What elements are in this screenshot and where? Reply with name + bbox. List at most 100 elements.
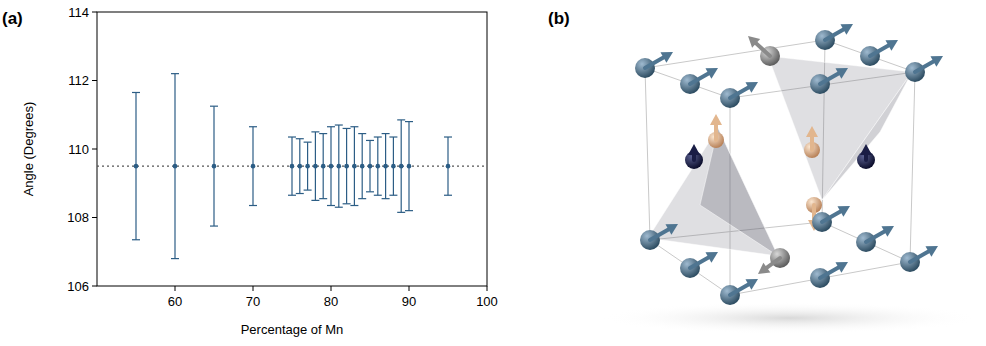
error-bar-group: [249, 127, 257, 206]
error-cap: [319, 133, 327, 134]
error-cap: [350, 205, 358, 206]
data-point: [313, 164, 318, 169]
spin-arrow-head: [660, 52, 673, 63]
y-tick-label: 112: [68, 73, 89, 88]
error-cap: [444, 136, 452, 137]
tetrahedron-face: [648, 128, 778, 256]
error-cap: [382, 198, 390, 199]
y-tick: [92, 12, 97, 13]
x-tick: [487, 286, 488, 291]
error-cap: [132, 92, 140, 93]
data-point: [391, 164, 396, 169]
cube-edge: [822, 222, 910, 262]
plot-marks: [97, 74, 487, 259]
data-point: [337, 164, 342, 169]
x-tick-label: 60: [168, 294, 182, 309]
spin-arrow-head: [925, 246, 938, 257]
data-point: [134, 164, 139, 169]
y-tick: [92, 80, 97, 81]
tetrahedron-face: [700, 128, 778, 256]
data-point: [399, 164, 404, 169]
y-tick-label: 108: [67, 210, 89, 225]
data-point: [251, 164, 256, 169]
spin-arrow-head: [745, 82, 758, 93]
error-cap: [374, 195, 382, 196]
tetrahedron-face: [768, 56, 912, 200]
spin-arrow-head: [705, 68, 718, 79]
error-bar-group: [210, 106, 218, 226]
spin-arrow: [866, 230, 887, 242]
error-cap: [389, 136, 397, 137]
error-cap: [311, 131, 319, 132]
error-cap: [374, 136, 382, 137]
y-tick-label: 110: [68, 142, 89, 157]
data-point: [344, 164, 349, 169]
error-bar-group: [343, 128, 351, 203]
error-cap: [405, 210, 413, 211]
spin-arrow: [690, 256, 711, 268]
error-cap: [389, 195, 397, 196]
error-bar-group: [405, 122, 413, 211]
spin-arrow: [820, 266, 841, 278]
error-cap: [327, 205, 335, 206]
panel-label: (b): [548, 9, 570, 28]
tetrahedron-face: [822, 72, 912, 200]
spin-arrow-head: [748, 36, 760, 48]
spin-arrow: [754, 41, 770, 56]
spin-arrow-head: [885, 40, 898, 51]
error-bar-group: [327, 127, 335, 206]
y-tick: [92, 286, 97, 287]
crystal-diagram: [600, 24, 980, 334]
spin-arrow: [870, 44, 891, 56]
spin-arrow: [825, 28, 846, 40]
error-cap: [405, 121, 413, 122]
error-cap: [249, 126, 257, 127]
x-tick: [253, 286, 254, 291]
cube-edge: [645, 68, 730, 98]
cube-edge: [650, 240, 730, 295]
spin-arrow-head: [665, 224, 678, 235]
error-bar-group: [382, 134, 390, 199]
x-tick: [331, 286, 332, 291]
plot-frame: [97, 12, 487, 286]
x-tick-label: 90: [402, 294, 416, 309]
data-point: [173, 164, 178, 169]
data-point: [212, 164, 217, 169]
cube-edge: [645, 68, 650, 240]
error-cap: [319, 198, 327, 199]
y-tick-label: 106: [67, 279, 89, 294]
spin-arrow: [650, 228, 671, 240]
spin-arrow: [915, 60, 936, 72]
error-bar-group: [444, 137, 452, 195]
data-point: [376, 164, 381, 169]
error-cap: [335, 207, 343, 208]
spin-arrow: [645, 56, 666, 68]
y-tick-label: 114: [68, 5, 89, 20]
cube-edge: [730, 262, 910, 295]
error-cap: [288, 195, 296, 196]
spin-arrow-head: [881, 226, 894, 237]
error-cap: [296, 193, 304, 194]
error-cap: [171, 73, 179, 74]
error-cap: [304, 142, 312, 143]
data-point: [368, 164, 373, 169]
error-bar-group: [288, 137, 296, 195]
error-bar-group: [296, 139, 304, 194]
error-cap: [444, 195, 452, 196]
spin-arrow-head: [806, 126, 818, 137]
data-point: [305, 164, 310, 169]
error-bar-group: [311, 132, 319, 201]
spin-arrow-head: [860, 144, 872, 155]
data-point: [290, 164, 295, 169]
error-bar-group: [389, 137, 397, 195]
data-point: [329, 164, 334, 169]
data-point: [383, 164, 388, 169]
spin-arrow: [910, 250, 931, 262]
spin-arrow: [730, 283, 751, 295]
cube-edge: [910, 72, 915, 262]
spin-arrow-head: [758, 263, 770, 274]
data-point: [360, 164, 365, 169]
error-cap: [210, 106, 218, 107]
x-tick: [409, 286, 410, 291]
error-cap: [132, 239, 140, 240]
